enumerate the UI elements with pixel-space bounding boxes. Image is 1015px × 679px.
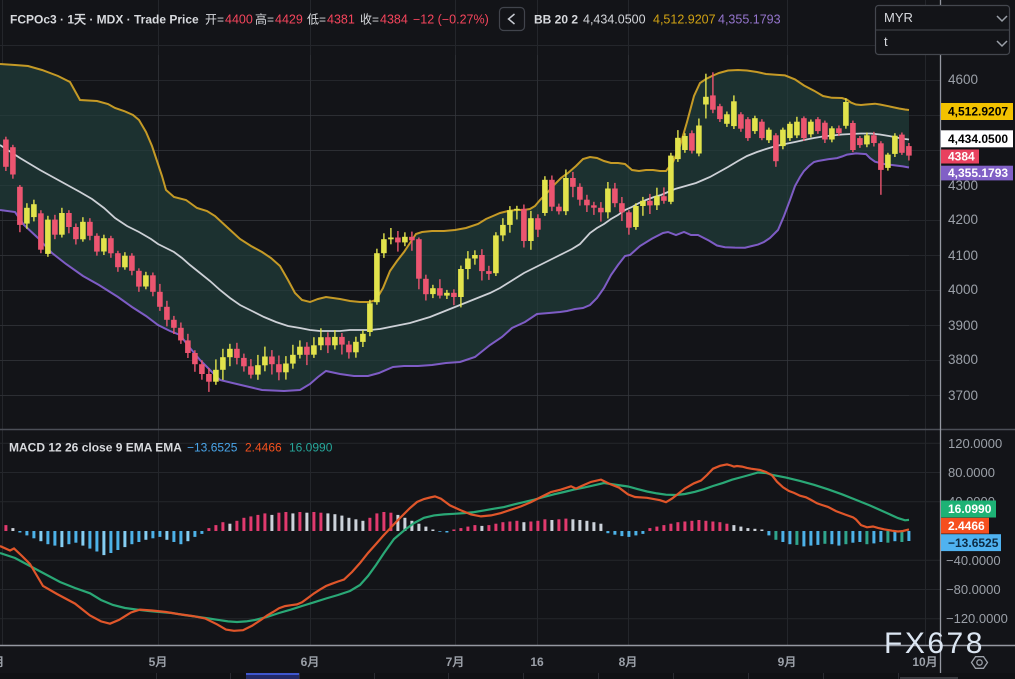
svg-text:2.4466: 2.4466 [245,441,282,455]
svg-text:4384: 4384 [380,13,408,27]
svg-text:−12 (−0.27%): −12 (−0.27%) [413,13,489,27]
svg-text:10月: 10月 [912,655,937,669]
svg-text:BB 20 2: BB 20 2 [534,13,578,27]
svg-text:3700: 3700 [948,388,978,403]
svg-text:4,434.0500: 4,434.0500 [948,132,1008,146]
svg-text:4,355.1793: 4,355.1793 [718,13,781,27]
svg-text:16: 16 [530,655,544,669]
svg-text:MYR: MYR [884,10,913,25]
svg-text:MACD 12 26 close 9 EMA EMA: MACD 12 26 close 9 EMA EMA [9,441,182,455]
svg-text:−13.6525: −13.6525 [948,536,999,550]
svg-text:4300: 4300 [948,178,978,193]
svg-text:2.4466: 2.4466 [948,519,985,533]
svg-text:4400: 4400 [225,13,253,27]
svg-text:7月: 7月 [446,655,465,669]
svg-text:−80.0000: −80.0000 [946,582,1001,597]
svg-text:4,512.9207: 4,512.9207 [948,105,1008,119]
svg-text:−40.0000: −40.0000 [946,553,1001,568]
svg-text:开=: 开= [205,13,224,27]
svg-text:4381: 4381 [327,13,355,27]
svg-text:8月: 8月 [619,655,638,669]
svg-text:FX678: FX678 [884,627,985,660]
svg-text:−120.0000: −120.0000 [946,611,1008,626]
svg-text:4429: 4429 [275,13,303,27]
svg-text:120.0000: 120.0000 [948,436,1002,451]
svg-text:4384: 4384 [948,150,975,164]
svg-text:4200: 4200 [948,212,978,227]
svg-text:4,434.0500: 4,434.0500 [583,13,646,27]
svg-text:80.0000: 80.0000 [948,465,995,480]
svg-text:16.0990: 16.0990 [948,502,992,516]
svg-text:4000: 4000 [948,282,978,297]
svg-text:FCPOc3 · 1天 · MDX · Trade Pric: FCPOc3 · 1天 · MDX · Trade Price [10,13,199,27]
svg-text:高=: 高= [255,12,274,27]
svg-text:低=: 低= [307,13,326,27]
svg-text:收=: 收= [360,13,379,27]
svg-text:t: t [884,34,888,49]
svg-text:4100: 4100 [948,248,978,263]
svg-text:3800: 3800 [948,352,978,367]
svg-text:3900: 3900 [948,318,978,333]
svg-text:4,512.9207: 4,512.9207 [653,13,716,27]
svg-text:16.0990: 16.0990 [289,441,333,455]
svg-text:−13.6525: −13.6525 [187,441,238,455]
svg-text:9月: 9月 [778,655,797,669]
svg-text:4600: 4600 [948,72,978,87]
svg-text:5月: 5月 [149,655,168,669]
svg-text:4月: 4月 [0,655,4,669]
svg-text:6月: 6月 [301,655,320,669]
svg-text:4,355.1793: 4,355.1793 [948,166,1008,180]
